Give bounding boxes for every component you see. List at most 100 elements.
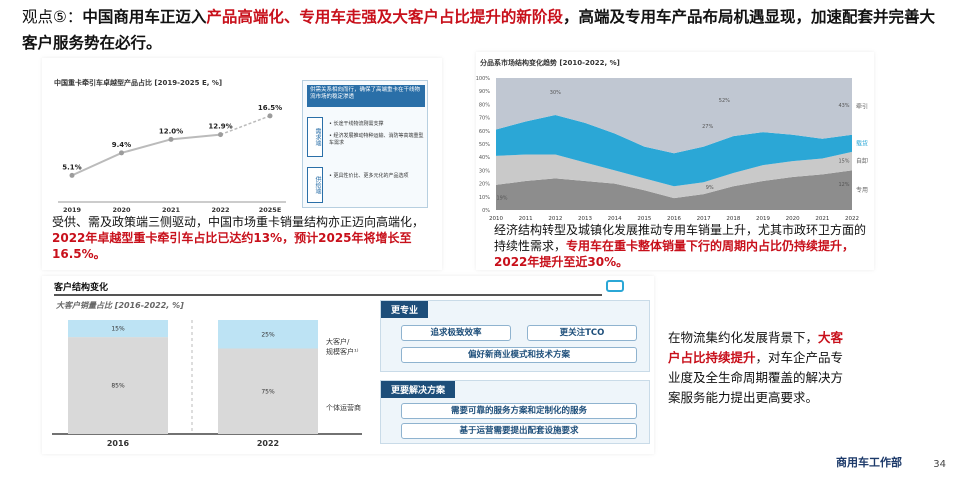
x-tick-label: 2014 [608,216,622,222]
x-tick-label: 2011 [519,216,533,222]
data-point [119,150,124,156]
panel2-caption-text: 经济结构转型及城镇化发展推动专用车销量上升，尤其市政环卫方面的持续性需求， [494,223,867,253]
x-tick-label: 2013 [578,216,592,222]
annotation: 12% [838,182,849,188]
x-tick-label: 2020 [112,206,131,214]
tag-tco: 更关注TCO [527,325,637,341]
y-tick-label: 70% [479,116,490,122]
panel1-caption: 受供、需及政策端三侧驱动，中国市场重卡销量结构亦正迈向高端化， 2022年卓越型重… [52,214,440,262]
data-point [69,172,75,178]
legend-large-customer-2: 规模客户¹⁾ [326,347,359,356]
x-tick-label: 2017 [697,216,711,222]
y-tick-label: 40% [479,155,490,161]
x-tick-label: 2016 [667,216,681,222]
y-tick-label: 10% [479,195,490,201]
data-label: 9.4% [112,141,131,149]
bar-label-top: 15% [111,326,125,333]
panel1-title: 中国重卡牵引车卓越型产品占比 [2019-2025 E, %] [54,79,223,87]
panel3-caption-highlight: 大客户占比持续提升 [668,330,844,365]
series-label: 牵引 [856,102,868,110]
data-label: 12.9% [208,123,232,131]
x-tick-label: 2020 [786,216,800,222]
customer-title-rule [54,294,602,296]
x-tick-label: 2019 [756,216,770,222]
data-point [267,113,273,119]
series-line-actual [71,133,221,177]
bar-label-bottom: 85% [111,383,125,390]
x-tick-label: 2022 [845,216,859,222]
y-tick-label: 100% [476,76,490,82]
bar-label-top: 25% [261,331,275,338]
panel-heavy-truck-share: 中国重卡牵引车卓越型产品占比 [2019-2025 E, %] 5.1% 2019… [42,58,442,270]
tag-service-plan: 需要可靠的服务方案和定制化的服务 [401,403,637,419]
page-number: 34 [933,459,946,470]
bar-segment-individual [218,348,318,434]
x-tick-label: 2018 [726,216,740,222]
y-tick-label: 30% [479,168,490,174]
legend-large-customer: 大客户/ [326,337,350,346]
demand-item-1: • 长途干线物流刚需支撑 [329,121,384,127]
demand-label: 需求端 [307,117,323,157]
x-tick-label: 2021 [162,206,181,214]
supply-demand-header: 供需关系相向而行，确保了高端重卡在干线物流市场的稳定渗透 [307,85,425,107]
area-series-2 [496,114,852,187]
panel2-caption-highlight: 专用车在重卡整体销量下行的周期内占比仍持续提升，2022年提升至近30%。 [494,239,855,269]
series-label: 载货 [856,139,868,147]
headline-part2: ，高端及专用车产品布局机遇显现，加速配套并完善大客户服务势在必行。 [22,8,935,52]
headline-part1: 中国商用车正迈入 [82,8,207,26]
supply-item-1: • 更具性价比、更多元化的产品选项 [329,173,409,179]
annotation: 52% [719,98,730,104]
headline-highlight: 产品高端化、专用车走强及大客户占比提升的新阶段 [206,8,563,26]
area-series-1 [496,151,852,199]
panel-segment-structure: 分品系市场结构变化趋势 [2010-2022, %] 0% 10% 20% 30% 40… [476,52,874,270]
annotation: 19% [496,195,507,201]
panel3-bar-chart: 15% 85% 2016 25% 75% 2022 大客户/规模客户¹⁾ 个体运营商 [52,320,362,448]
bar-segment-large-customer [68,320,168,338]
y-tick-label: 20% [479,182,490,188]
headline-lead: 观点⑤： [22,8,83,26]
solution-box-title: 更要解决方案 [381,381,456,398]
x-tick-label: 2025E [259,206,282,214]
bar-segment-individual [68,337,168,434]
customer-chart-title: 大客户销量占比 [2016-2022, %] [56,301,184,310]
panel2-caption: 经济结构转型及城镇化发展推动专用车销量上升，尤其市政环卫方面的持续性需求，专用车… [494,222,868,270]
series-label: 专用 [856,186,868,194]
x-tick-label: 2016 [107,439,130,448]
annotation: 9% [706,185,714,191]
y-tick-label: 0% [482,208,490,214]
supply-label: 供给端 [307,167,323,203]
panel2-title: 分品系市场结构变化趋势 [2010-2022, %] [480,59,620,67]
x-tick-label: 2010 [489,216,503,222]
supply-demand-box: 供需关系相向而行，确保了高端重卡在干线物流市场的稳定渗透 需求端 • 长途干线物… [302,80,428,208]
annotation: 15% [838,158,849,164]
data-label: 5.1% [62,163,81,171]
legend-individual: 个体运营商 [326,403,361,412]
series-line-forecast [220,115,271,136]
area-series-0 [496,170,852,210]
annotation: 30% [550,90,561,96]
footer-department: 商用车工作部 [836,456,902,469]
tag-business-model: 偏好新商业模式和技术方案 [401,347,637,363]
panel3-caption-text1: 在物流集约化发展背景下， [668,330,819,345]
x-tick-label: 2012 [548,216,562,222]
panel-customer-structure: 客户结构变化 大客户销量占比 [2016-2022, %] 15% 85% 2016… [42,276,654,454]
panel2-area-chart: 0% 10% 20% 30% 40% 50% 60% 70% 80% 90% 100% 专用 自卸 载货 牵… [476,76,868,222]
customer-section-title: 客户结构变化 [54,283,109,293]
x-tick-label: 2019 [63,206,82,214]
y-tick-label: 50% [479,142,490,148]
demand-item-2: • 经济发展推动特种运输、消防等高端重型车需求 [329,133,424,146]
data-label: 16.5% [258,104,282,112]
x-tick-label: 2022 [211,206,229,214]
solution-box: 更要解决方案 需要可靠的服务方案和定制化的服务 基于运营需要提出配套设施要求 [380,380,650,444]
panel1-caption-text: 受供、需及政策端三侧驱动，中国市场重卡销量结构亦正迈向高端化， [52,215,425,229]
bar-segment-large-customer [218,320,318,349]
x-tick-label: 2021 [815,216,829,222]
tag-efficiency: 追求极致效率 [401,325,511,341]
x-tick-label: 2015 [637,216,651,222]
tag-facility: 基于运营需要提出配套设施要求 [401,423,637,439]
y-tick-label: 80% [479,102,490,108]
bar-label-bottom: 75% [261,388,275,395]
data-label: 12.0% [159,127,183,135]
data-point [168,136,174,142]
headline: 观点⑤：中国商用车正迈入产品高端化、专用车走强及大客户占比提升的新阶段，高端及专… [22,4,942,56]
